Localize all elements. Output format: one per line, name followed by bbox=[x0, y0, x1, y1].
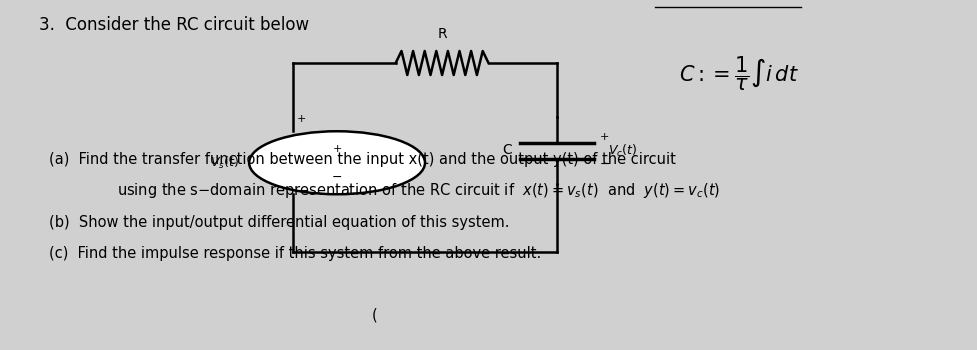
Text: +: + bbox=[332, 144, 342, 154]
Text: $C:=\dfrac{1}{\tau}\int i\,dt$: $C:=\dfrac{1}{\tau}\int i\,dt$ bbox=[679, 54, 799, 93]
Text: −: − bbox=[332, 170, 342, 183]
Text: $V_s(t)$: $V_s(t)$ bbox=[210, 155, 239, 171]
Ellipse shape bbox=[249, 131, 425, 194]
Text: −: − bbox=[600, 158, 611, 171]
Text: 3.  Consider the RC circuit below: 3. Consider the RC circuit below bbox=[39, 15, 309, 34]
Text: (b)  Show the input/output differential equation of this system.: (b) Show the input/output differential e… bbox=[49, 215, 509, 230]
Text: (a)  Find the transfer function between the input x(t) and the output y(t) of th: (a) Find the transfer function between t… bbox=[49, 152, 676, 167]
Text: +: + bbox=[296, 114, 306, 124]
Text: $V_c(t)$: $V_c(t)$ bbox=[608, 142, 637, 159]
Text: +: + bbox=[600, 132, 610, 141]
Text: (c)  Find the impulse response if this system from the above result.: (c) Find the impulse response if this sy… bbox=[49, 246, 541, 261]
Text: using the s$-$domain representation of the RC circuit if  $x(t)=v_s(t)$  and  $y: using the s$-$domain representation of t… bbox=[117, 181, 720, 200]
Text: C: C bbox=[502, 144, 512, 158]
Text: R: R bbox=[438, 27, 446, 41]
Text: (: ( bbox=[371, 308, 377, 322]
